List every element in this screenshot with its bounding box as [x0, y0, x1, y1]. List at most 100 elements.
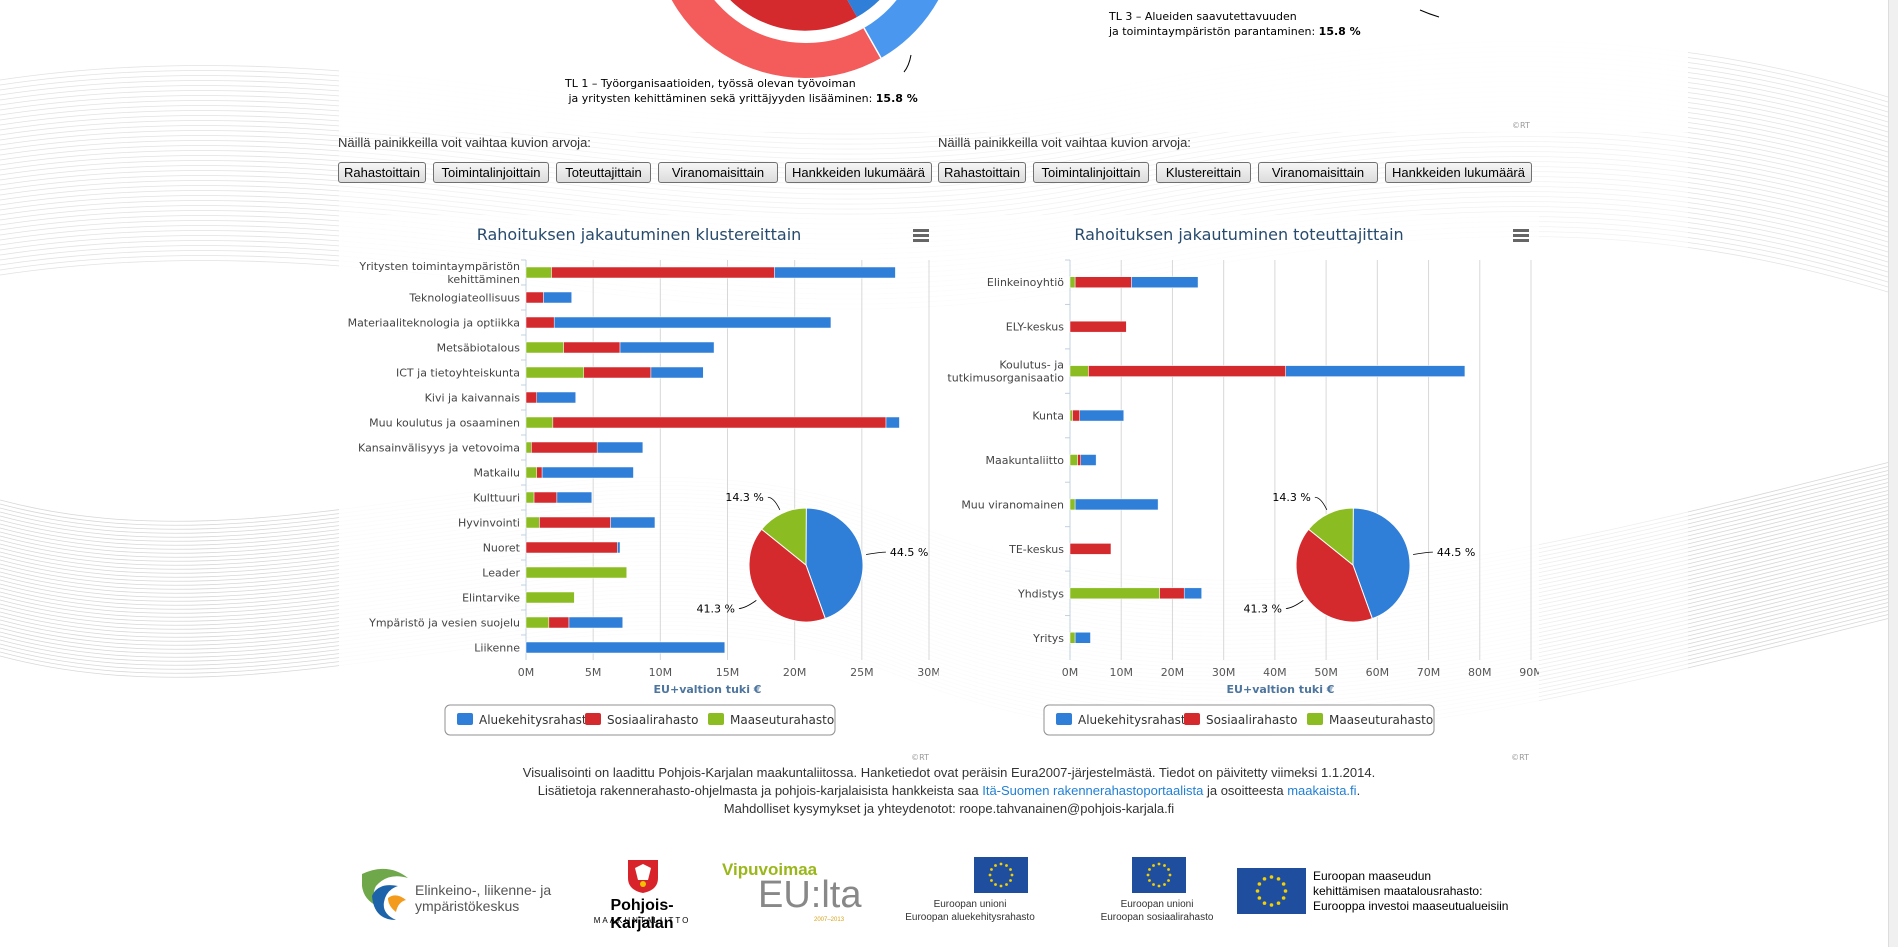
- left-button-viranomaisittain[interactable]: Viranomaisittain: [658, 162, 778, 183]
- bar-segment-maaseuturahasto[interactable]: [525, 516, 540, 529]
- bar-segment-aluekehitysrahasto[interactable]: [619, 341, 715, 354]
- bar-segment-maaseuturahasto[interactable]: [525, 441, 532, 454]
- bar-segment-sosiaalirahasto[interactable]: [1159, 587, 1185, 600]
- bar-segment-sosiaalirahasto[interactable]: [551, 266, 775, 279]
- bar-segment-sosiaalirahasto[interactable]: [1077, 454, 1082, 466]
- donut-slice-tl1-outer-b[interactable]: [805, 28, 881, 79]
- bar-segment-aluekehitysrahasto[interactable]: [1131, 276, 1199, 288]
- bar-segment-sosiaalirahasto[interactable]: [525, 316, 555, 329]
- bar-segment-sosiaalirahasto[interactable]: [525, 291, 544, 304]
- pie-slice-maaseuturahasto[interactable]: [1307, 507, 1354, 567]
- bar-segment-aluekehitysrahasto[interactable]: [541, 466, 634, 479]
- bar-segment-sosiaalirahasto[interactable]: [548, 616, 570, 629]
- legend-item-maaseuturahasto[interactable]: Maaseuturahasto: [1307, 713, 1433, 727]
- legend-item-aluekehitysrahasto[interactable]: Aluekehitysrahasto: [1056, 713, 1193, 727]
- bar-segment-aluekehitysrahasto[interactable]: [1074, 632, 1091, 644]
- pohjois-karjala-logo[interactable]: Pohjois-Karjalan MAAKUNTALIITTO: [582, 858, 702, 938]
- bar-segment-aluekehitysrahasto[interactable]: [617, 541, 621, 554]
- eu-sosiaali-logo[interactable]: Euroopan unioni Euroopan sosiaalirahasto: [1062, 857, 1222, 937]
- bar-segment-maaseuturahasto[interactable]: [525, 366, 585, 379]
- right-button-viranomaisittain[interactable]: Viranomaisittain: [1258, 162, 1378, 183]
- right-button-rahastoittain[interactable]: Rahastoittain: [938, 162, 1026, 183]
- bar-segment-maaseuturahasto[interactable]: [525, 466, 537, 479]
- bar-segment-sosiaalirahasto[interactable]: [539, 516, 611, 529]
- pie-slice-sosiaalirahasto[interactable]: [1295, 528, 1373, 623]
- bar-segment-aluekehitysrahasto[interactable]: [610, 516, 656, 529]
- pie-slice-aluekehitysrahasto[interactable]: [1352, 507, 1411, 620]
- bar-segment-maaseuturahasto[interactable]: [1069, 276, 1076, 288]
- top-donut-credits[interactable]: ©RT: [1512, 121, 1530, 130]
- bar-segment-sosiaalirahasto[interactable]: [525, 391, 537, 404]
- bar-segment-sosiaalirahasto[interactable]: [531, 441, 598, 454]
- bar-segment-aluekehitysrahasto[interactable]: [568, 616, 623, 629]
- maakaista-link[interactable]: maakaista.fi: [1287, 783, 1357, 798]
- bar-segment-sosiaalirahasto[interactable]: [552, 416, 887, 429]
- bar-segment-maaseuturahasto[interactable]: [525, 616, 550, 629]
- eu-maaseutu-logo[interactable]: Euroopan maaseudun kehittämisen maatalou…: [1237, 868, 1537, 918]
- bar-segment-sosiaalirahasto[interactable]: [1072, 409, 1080, 422]
- chart-menu-icon[interactable]: [913, 229, 929, 242]
- bar-segment-sosiaalirahasto[interactable]: [525, 541, 618, 554]
- chart-credits[interactable]: ©RT: [1511, 753, 1529, 762]
- chart-menu-icon[interactable]: [1513, 229, 1529, 242]
- bar-segment-aluekehitysrahasto[interactable]: [1074, 498, 1159, 511]
- bar-segment-sosiaalirahasto[interactable]: [533, 491, 558, 504]
- eu-aluekehitys-logo[interactable]: Euroopan unioni Euroopan aluekehitysraha…: [890, 857, 1050, 937]
- bar-segment-aluekehitysrahasto[interactable]: [553, 316, 832, 329]
- bar-segment-maaseuturahasto[interactable]: [1069, 365, 1089, 377]
- bar-segment-aluekehitysrahasto[interactable]: [525, 641, 726, 654]
- right-button-klustereittain[interactable]: Klustereittain: [1156, 162, 1251, 183]
- bar-segment-sosiaalirahasto[interactable]: [583, 366, 652, 379]
- bar-segment-sosiaalirahasto[interactable]: [1069, 543, 1112, 555]
- legend-item-sosiaalirahasto[interactable]: Sosiaalirahasto: [585, 713, 698, 727]
- donut-slice-tl3-outer[interactable]: [864, 0, 941, 58]
- bar-segment-maaseuturahasto[interactable]: [525, 591, 575, 604]
- bar-segment-sosiaalirahasto[interactable]: [1088, 365, 1286, 377]
- pie-slice-maaseuturahasto[interactable]: [760, 507, 807, 567]
- bar-segment-maaseuturahasto[interactable]: [1069, 587, 1160, 600]
- bar-segment-sosiaalirahasto[interactable]: [563, 341, 621, 354]
- bar-segment-maaseuturahasto[interactable]: [1069, 632, 1076, 644]
- bar-segment-maaseuturahasto[interactable]: [525, 566, 627, 579]
- bar-segment-aluekehitysrahasto[interactable]: [650, 366, 704, 379]
- bar-segment-aluekehitysrahasto[interactable]: [885, 416, 900, 429]
- pie-slice-aluekehitysrahasto[interactable]: [805, 507, 864, 620]
- bar-segment-aluekehitysrahasto[interactable]: [556, 491, 593, 504]
- bar-segment-aluekehitysrahasto[interactable]: [536, 391, 576, 404]
- left-button-toteuttajittain[interactable]: Toteuttajittain: [556, 162, 651, 183]
- bar-segment-aluekehitysrahasto[interactable]: [1079, 409, 1125, 422]
- vipuvoimaa-logo[interactable]: Vipuvoimaa EU:lta 2007–2013: [722, 860, 862, 940]
- bar-segment-maaseuturahasto[interactable]: [525, 491, 535, 504]
- bar-segment-maaseuturahasto[interactable]: [1069, 409, 1073, 422]
- legend-item-sosiaalirahasto[interactable]: Sosiaalirahasto: [1184, 713, 1297, 727]
- bar-segment-aluekehitysrahasto[interactable]: [1080, 454, 1097, 466]
- bar-segment-aluekehitysrahasto[interactable]: [1285, 365, 1466, 377]
- donut-slice-inner-red[interactable]: [709, 0, 857, 31]
- bar-segment-maaseuturahasto[interactable]: [525, 266, 552, 279]
- ely-logo[interactable]: Elinkeino-, liikenne- ja ympäristökeskus: [358, 866, 558, 926]
- left-button-hankkeiden-lukumäärä[interactable]: Hankkeiden lukumäärä: [785, 162, 932, 183]
- bar-segment-aluekehitysrahasto[interactable]: [596, 441, 644, 454]
- bar-segment-aluekehitysrahasto[interactable]: [774, 266, 896, 279]
- scrollbar[interactable]: [1888, 0, 1898, 947]
- left-button-toimintalinjoittain[interactable]: Toimintalinjoittain: [433, 162, 549, 183]
- bar-segment-aluekehitysrahasto[interactable]: [543, 291, 572, 304]
- bar-segment-sosiaalirahasto[interactable]: [1069, 320, 1127, 333]
- bar-segment-maaseuturahasto[interactable]: [1069, 454, 1078, 466]
- legend-item-aluekehitysrahasto[interactable]: Aluekehitysrahasto: [457, 713, 594, 727]
- left-button-rahastoittain[interactable]: Rahastoittain: [338, 162, 426, 183]
- bar-segment-maaseuturahasto[interactable]: [1069, 498, 1076, 511]
- pie-slice-sosiaalirahasto[interactable]: [748, 528, 826, 623]
- right-button-toimintalinjoittain[interactable]: Toimintalinjoittain: [1033, 162, 1149, 183]
- chart-credits[interactable]: ©RT: [911, 753, 929, 762]
- bar-segment-sosiaalirahasto[interactable]: [1074, 276, 1132, 288]
- bar-segment-sosiaalirahasto[interactable]: [536, 466, 543, 479]
- bar-segment-maaseuturahasto[interactable]: [525, 416, 554, 429]
- right-button-hankkeiden-lukumäärä[interactable]: Hankkeiden lukumäärä: [1385, 162, 1532, 183]
- donut-slice-tl1-outer[interactable]: [667, 0, 805, 78]
- bar-segment-maaseuturahasto[interactable]: [525, 341, 564, 354]
- donut-slice-inner-blue[interactable]: [805, 0, 903, 17]
- ita-suomi-portal-link[interactable]: Itä-Suomen rakennerahastoportaalista: [982, 783, 1204, 798]
- legend-item-maaseuturahasto[interactable]: Maaseuturahasto: [708, 713, 834, 727]
- bar-segment-aluekehitysrahasto[interactable]: [1183, 587, 1202, 600]
